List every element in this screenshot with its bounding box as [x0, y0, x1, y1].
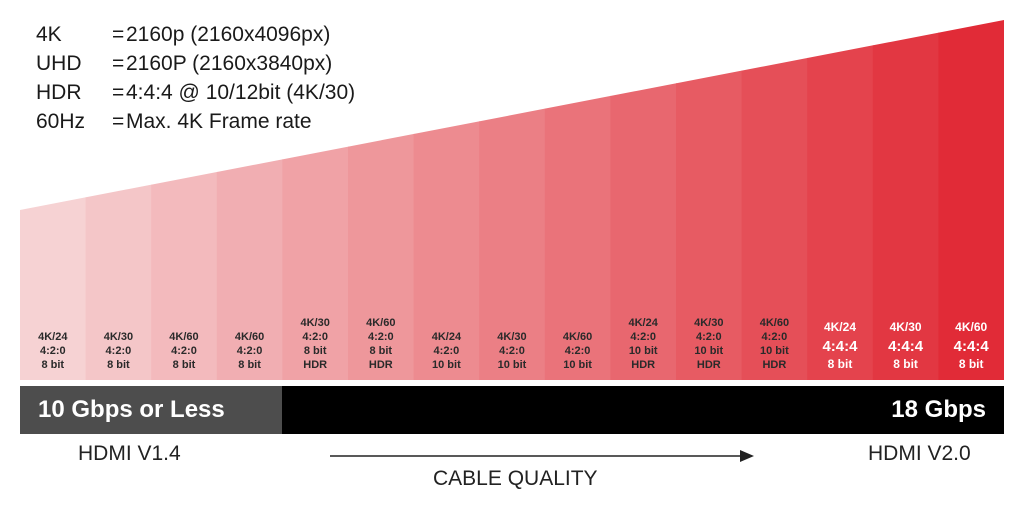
format-line: 4K/24	[628, 317, 658, 329]
format-line: 8 bit	[107, 359, 130, 371]
format-line: 4K/60	[169, 331, 199, 343]
wedge-segment	[807, 20, 874, 380]
format-line: 4:4:4	[822, 338, 858, 355]
format-line: HDR	[303, 359, 328, 371]
format-line: 8 bit	[958, 357, 984, 371]
definition-value: 2160P (2160x3840px)	[126, 52, 333, 75]
right-arrow-icon	[330, 450, 754, 462]
definition-value: 4:4:4 @ 10/12bit (4K/30)	[126, 81, 356, 104]
format-line: 4K/30	[497, 331, 527, 343]
format-line: HDR	[762, 359, 787, 371]
format-line: 4K/24	[431, 331, 462, 343]
format-line: 4K/60	[759, 317, 790, 329]
format-line: 4:2:0	[499, 345, 525, 357]
format-line: 4:2:0	[630, 331, 657, 343]
wedge-segment	[872, 20, 939, 380]
format-line: 8 bit	[238, 359, 261, 371]
format-line: 4K/60	[366, 317, 396, 329]
format-line: 8 bit	[369, 345, 393, 357]
format-column: 4K/60 4:2:0 8 bit HDR	[348, 300, 414, 380]
format-line: HDR	[631, 359, 656, 371]
format-column: 4K/30 4:2:0 10 bit	[479, 300, 545, 380]
format-columns: 4K/24 4:2:0 8 bit 4K/30 4:2:0 8 bit 4K/60 4:2:0…	[20, 300, 1004, 380]
definition-equals: =	[112, 23, 125, 46]
format-line: 4K/30	[694, 317, 724, 329]
format-line: 4K/30	[889, 320, 922, 334]
format-line: 8 bit	[172, 359, 196, 371]
definition-value: Max. 4K Frame rate	[126, 110, 312, 133]
format-line: 10 bit	[563, 359, 592, 371]
format-line: 4:2:0	[564, 345, 591, 357]
format-line: HDR	[696, 359, 721, 371]
format-line: 8 bit	[827, 357, 853, 371]
format-line: 4:2:0	[39, 345, 66, 357]
format-column: 4K/60 4:2:0 8 bit	[151, 300, 217, 380]
format-line: 4:2:0	[171, 345, 197, 357]
format-column: 4K/60 4:2:0 10 bit	[545, 300, 611, 380]
format-line: 4:4:4	[953, 338, 989, 355]
definition-row: UHD = 2160P (2160x3840px)	[36, 49, 355, 78]
format-line: 10 bit	[760, 345, 789, 357]
format-column: 4K/24 4:2:0 10 bit HDR	[610, 300, 676, 380]
format-column: 4K/24 4:2:0 10 bit	[414, 300, 480, 380]
format-line: 4:2:0	[695, 331, 722, 343]
wedge-segment	[938, 20, 1004, 380]
format-line: 4:2:0	[433, 345, 460, 357]
format-line: 4:2:0	[302, 331, 329, 343]
format-line: 10 bit	[432, 359, 461, 371]
definition-row: 4K = 2160p (2160x4096px)	[36, 20, 355, 49]
definition-row: HDR = 4:4:4 @ 10/12bit (4K/30)	[36, 78, 355, 107]
bandwidth-bar-10gbps: 10 Gbps or Less	[20, 386, 282, 434]
format-column: 4K/24 4:4:4 8 bit	[807, 300, 873, 380]
format-column: 4K/60 4:4:4 8 bit	[938, 300, 1004, 380]
format-column: 4K/30 4:2:0 8 bit HDR	[282, 300, 348, 380]
format-line: 4K/30	[103, 331, 134, 343]
definition-term: HDR	[36, 81, 82, 104]
format-line: 4K/24	[38, 331, 68, 343]
definition-term: 4K	[36, 23, 62, 46]
format-line: HDR	[368, 359, 393, 371]
format-column: 4K/60 4:2:0 8 bit	[217, 300, 283, 380]
format-column: 4K/30 4:2:0 10 bit HDR	[676, 300, 742, 380]
format-line: 4:2:0	[236, 345, 263, 357]
format-column: 4K/30 4:4:4 8 bit	[873, 300, 939, 380]
hdmi-v20-label: HDMI V2.0	[868, 442, 971, 465]
format-line: 8 bit	[303, 345, 327, 357]
format-line: 4K/60	[955, 320, 988, 334]
format-line: 10 bit	[628, 345, 658, 357]
format-line: 4K/30	[300, 317, 330, 329]
format-column: 4K/60 4:2:0 10 bit HDR	[742, 300, 808, 380]
format-column: 4K/30 4:2:0 8 bit	[86, 300, 152, 380]
format-line: 4K/60	[234, 331, 265, 343]
definition-value: 2160p (2160x4096px)	[126, 23, 331, 46]
definition-equals: =	[112, 81, 125, 104]
format-line: 4:2:0	[367, 331, 394, 343]
format-line: 10 bit	[694, 345, 724, 357]
definition-equals: =	[112, 52, 125, 75]
format-line: 4:2:0	[761, 331, 788, 343]
definition-equals: =	[112, 110, 125, 133]
format-line: 4K/24	[823, 320, 856, 334]
definitions-legend: 4K = 2160p (2160x4096px) UHD = 2160P (2160x38…	[36, 20, 355, 136]
definition-term: UHD	[36, 52, 82, 75]
cable-quality-label: CABLE QUALITY	[433, 467, 598, 490]
format-line: 4:2:0	[105, 345, 132, 357]
format-line: 10 bit	[497, 359, 527, 371]
definition-row: 60Hz = Max. 4K Frame rate	[36, 107, 355, 136]
definition-term: 60Hz	[36, 110, 86, 133]
format-line: 8 bit	[41, 359, 65, 371]
format-line: 4:4:4	[888, 338, 924, 355]
bandwidth-bar-18gbps: 18 Gbps	[282, 386, 1004, 434]
format-line: 4K/60	[562, 331, 593, 343]
format-column: 4K/24 4:2:0 8 bit	[20, 300, 86, 380]
format-line: 8 bit	[893, 357, 918, 371]
wedge-segment	[741, 20, 808, 380]
hdmi-v14-label: HDMI V1.4	[78, 442, 181, 465]
